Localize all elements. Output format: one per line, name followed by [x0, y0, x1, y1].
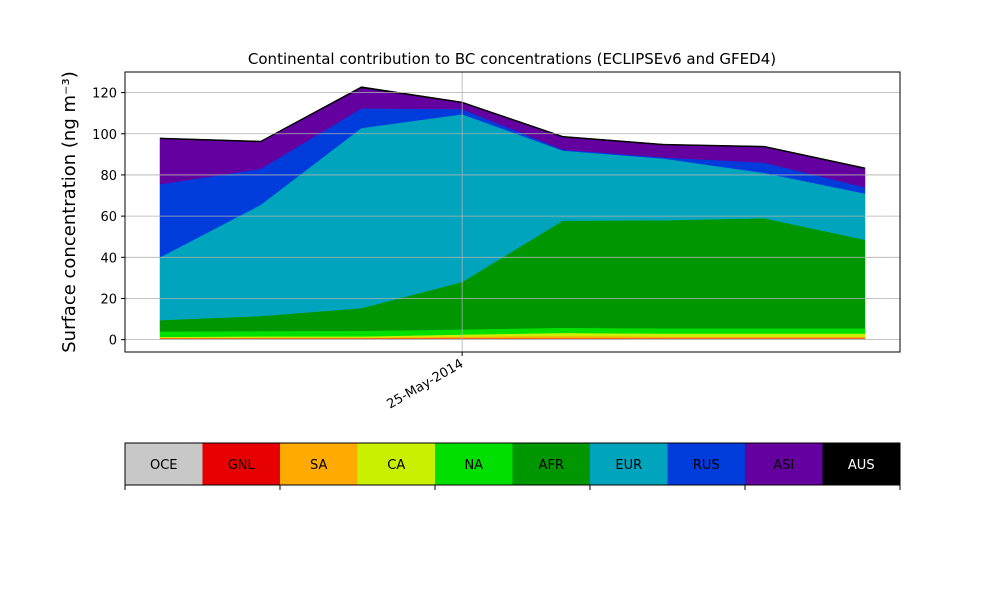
y-tick-label: 120	[92, 87, 117, 102]
plot-frame	[124, 71, 901, 353]
area-aus	[159, 86, 866, 170]
y-tick-label: 40	[100, 251, 117, 266]
legend-swatch-afr	[512, 443, 590, 485]
legend-label-sa: SA	[310, 458, 327, 473]
legend-label-eur: EUR	[615, 458, 642, 473]
legend-swatch-asi	[745, 443, 823, 485]
legend-swatch-gnl	[202, 443, 280, 485]
legend-label-gnl: GNL	[228, 458, 256, 473]
legend-label-afr: AFR	[539, 458, 564, 473]
legend-colorbar: OCE GNL SA CA NA AFR EUR RUS ASI AUS	[124, 442, 901, 490]
y-tick-label: 80	[100, 169, 117, 184]
x-tick-label: 25-May-2014	[384, 356, 466, 412]
y-axis-ticks: 0 20 40 60 80 100 120	[92, 87, 125, 349]
legend-label-na: NA	[464, 458, 483, 473]
x-axis-ticks: 25-May-2014	[384, 352, 466, 412]
y-tick-label: 100	[92, 128, 117, 143]
y-tick-label: 60	[100, 210, 117, 225]
legend-swatch-ca	[357, 443, 435, 485]
legend-swatch-oce	[125, 443, 203, 485]
legend-swatch-rus	[667, 443, 745, 485]
legend-label-asi: ASI	[773, 458, 794, 473]
legend-swatch-sa	[280, 443, 358, 485]
y-axis-label: Surface concentration (ng m⁻³)	[59, 71, 80, 353]
legend-swatch-na	[435, 443, 513, 485]
stacked-areas	[159, 86, 866, 340]
y-tick-label: 20	[100, 292, 117, 307]
legend-label-oce: OCE	[150, 458, 178, 473]
legend-swatch-aus	[822, 443, 900, 485]
legend-label-ca: CA	[387, 458, 405, 473]
legend-label-rus: RUS	[693, 458, 720, 473]
legend-swatch-eur	[590, 443, 668, 485]
legend-frame	[124, 442, 901, 486]
y-tick-label: 0	[109, 334, 117, 349]
chart-title: Continental contribution to BC concentra…	[248, 50, 776, 68]
legend-label-aus: AUS	[848, 458, 875, 473]
grid-lines	[125, 72, 900, 352]
